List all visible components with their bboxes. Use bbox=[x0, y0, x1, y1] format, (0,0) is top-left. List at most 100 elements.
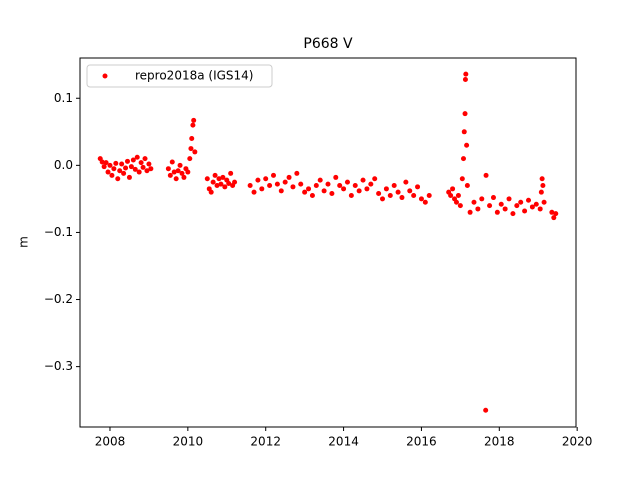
data-point bbox=[360, 177, 366, 183]
data-point bbox=[214, 182, 220, 188]
data-point bbox=[333, 174, 339, 180]
y-axis-label: m bbox=[17, 236, 31, 248]
data-point bbox=[208, 189, 214, 195]
data-point bbox=[216, 176, 222, 182]
data-point bbox=[337, 182, 343, 188]
legend-box bbox=[86, 64, 273, 88]
data-point bbox=[510, 211, 516, 217]
data-point bbox=[136, 169, 142, 175]
data-point bbox=[255, 177, 261, 183]
data-point bbox=[551, 215, 557, 221]
data-point bbox=[368, 181, 374, 187]
data-point bbox=[177, 162, 183, 168]
data-point bbox=[99, 159, 105, 165]
data-point bbox=[101, 164, 107, 170]
data-point bbox=[313, 182, 319, 188]
data-point bbox=[395, 189, 401, 195]
data-point bbox=[274, 181, 280, 187]
data-point bbox=[165, 166, 171, 172]
data-point bbox=[294, 170, 300, 176]
data-point bbox=[282, 179, 288, 185]
data-point bbox=[455, 193, 461, 199]
data-point bbox=[218, 181, 224, 187]
data-point bbox=[173, 176, 179, 182]
data-point bbox=[123, 165, 129, 171]
data-point bbox=[119, 161, 125, 167]
x-tick-label: 2012 bbox=[250, 435, 281, 449]
data-point bbox=[188, 146, 194, 152]
data-point bbox=[372, 176, 378, 182]
data-point bbox=[399, 195, 405, 201]
data-point bbox=[226, 180, 232, 186]
data-point bbox=[111, 166, 117, 172]
y-tick-label: −0.3 bbox=[44, 359, 73, 373]
data-point bbox=[146, 161, 152, 167]
data-point bbox=[124, 158, 130, 164]
data-point bbox=[459, 176, 465, 182]
data-point bbox=[462, 111, 468, 117]
x-tick-label: 2020 bbox=[562, 435, 593, 449]
data-point bbox=[407, 188, 413, 194]
data-point bbox=[210, 179, 216, 185]
data-point bbox=[220, 174, 226, 180]
data-point bbox=[422, 199, 428, 205]
data-point bbox=[263, 176, 269, 182]
data-point bbox=[341, 186, 347, 192]
data-point bbox=[348, 193, 354, 199]
legend-marker bbox=[102, 73, 108, 79]
data-point bbox=[286, 174, 292, 180]
data-point bbox=[302, 189, 308, 195]
data-point bbox=[290, 184, 296, 190]
data-point bbox=[222, 184, 228, 190]
data-point bbox=[115, 176, 121, 182]
data-point bbox=[383, 186, 389, 192]
data-point bbox=[464, 182, 470, 188]
chart-title: P668 V bbox=[303, 36, 353, 52]
data-point bbox=[132, 166, 138, 172]
data-point bbox=[457, 203, 463, 209]
data-point bbox=[538, 189, 544, 195]
data-point bbox=[502, 206, 508, 212]
x-tick-label: 2010 bbox=[173, 435, 204, 449]
data-point bbox=[306, 186, 312, 192]
data-point bbox=[364, 186, 370, 192]
data-point bbox=[463, 71, 469, 77]
data-point bbox=[144, 168, 150, 174]
data-point bbox=[460, 156, 466, 162]
data-point bbox=[356, 188, 362, 194]
data-point bbox=[411, 193, 417, 199]
data-point bbox=[189, 136, 195, 142]
y-tick-label: 0.1 bbox=[54, 91, 73, 105]
data-point bbox=[148, 166, 154, 172]
data-point bbox=[453, 199, 459, 205]
data-point bbox=[448, 193, 454, 199]
data-point bbox=[387, 193, 393, 199]
data-point bbox=[526, 197, 532, 203]
data-point bbox=[134, 154, 140, 160]
data-point bbox=[228, 170, 234, 176]
data-point bbox=[117, 168, 123, 174]
data-point bbox=[128, 164, 134, 170]
data-point bbox=[179, 170, 185, 176]
data-point bbox=[298, 181, 304, 187]
x-tick-label: 2014 bbox=[328, 435, 359, 449]
data-point bbox=[126, 174, 132, 180]
data-point bbox=[251, 189, 257, 195]
y-tick-label: −0.2 bbox=[44, 292, 73, 306]
data-point bbox=[204, 176, 210, 182]
data-point bbox=[533, 201, 539, 207]
data-point bbox=[498, 201, 504, 207]
data-point bbox=[121, 170, 127, 176]
data-point bbox=[541, 199, 547, 205]
data-point bbox=[113, 160, 119, 166]
data-point bbox=[278, 188, 284, 194]
data-point bbox=[185, 169, 191, 175]
data-point bbox=[171, 169, 177, 175]
data-point bbox=[270, 172, 276, 178]
data-point bbox=[321, 188, 327, 194]
data-point bbox=[403, 179, 409, 185]
data-point bbox=[142, 156, 148, 162]
data-point bbox=[483, 172, 489, 178]
data-point bbox=[490, 195, 496, 201]
